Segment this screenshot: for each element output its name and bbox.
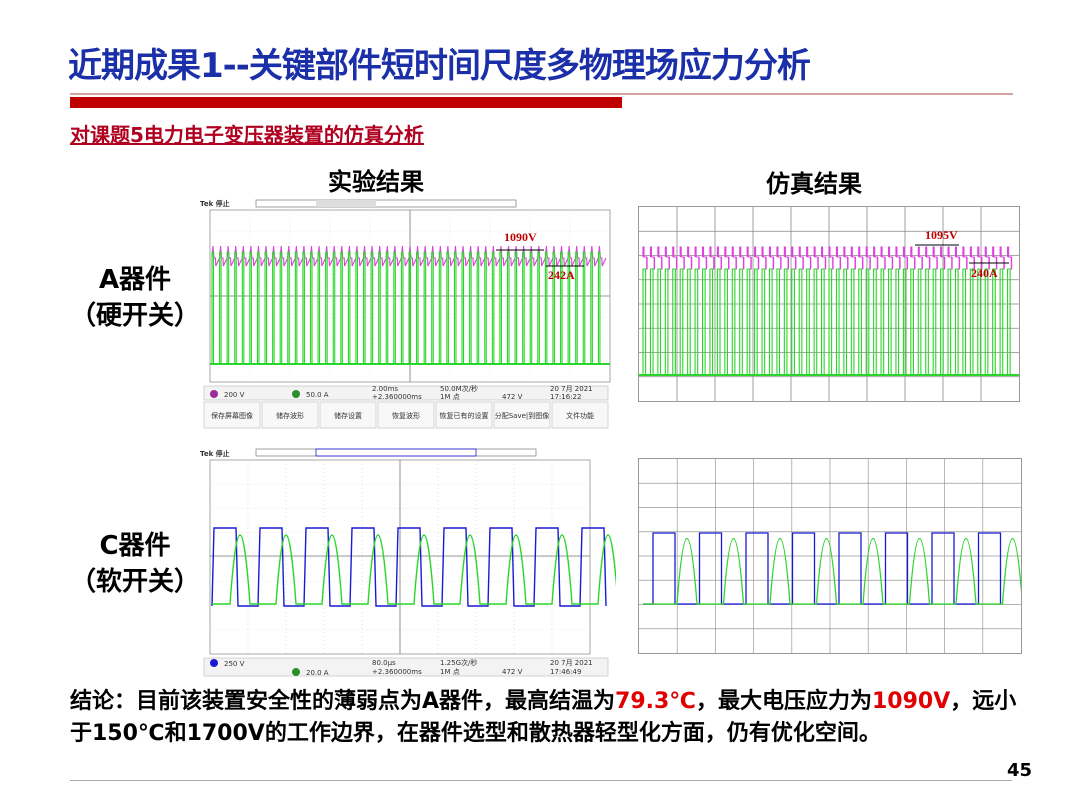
scope-a-menu-item: 恢复已有的设置 xyxy=(440,411,489,420)
slide-title: 近期成果1--关键部件短时间尺度多物理场应力分析 xyxy=(68,46,811,86)
scope-c-date: 20 7月 2021 xyxy=(550,659,593,667)
sim-a-current-label: 240A xyxy=(971,266,998,280)
sim-a-voltage-label: 1095V xyxy=(925,228,958,242)
scope-c-panel: Tek 停止 250 V 20.0 A 80.0μs +2.360000ms 1… xyxy=(196,446,619,678)
scope-a-menu-item: 储存波形 xyxy=(276,411,304,420)
scope-a-trigger: 472 V xyxy=(502,393,523,401)
scope-a-menu-item: 储存设置 xyxy=(334,411,362,420)
sim-a-panel: 1095V 240A xyxy=(638,206,1020,402)
scope-c-trigger: 472 V xyxy=(502,668,523,676)
scope-a-rate: 50.0M次/秒 xyxy=(440,384,478,393)
conclusion-temperature: 79.3℃ xyxy=(615,689,696,714)
scope-a-current-label: 242A xyxy=(548,268,575,282)
conclusion-voltage: 1090V xyxy=(871,689,951,714)
row-label-c-mode: （软开关） xyxy=(69,567,200,597)
conclusion-part1: 结论：目前该装置安全性的薄弱点为A器件，最高结温为 xyxy=(70,689,616,714)
page-number: 45 xyxy=(1007,760,1033,781)
scope-c-ch4: 20.0 A xyxy=(306,669,329,677)
title-red-bar xyxy=(70,97,622,108)
row-label-a-name: A器件 xyxy=(98,265,172,295)
scope-c-time: 17:46:49 xyxy=(550,668,581,676)
row-label-c-name: C器件 xyxy=(99,531,171,561)
scope-a-timebase: 2.00ms xyxy=(372,385,398,393)
scope-a-menu-item: 分配Save|到图像 xyxy=(495,411,550,420)
scope-a-points: 1M 点 xyxy=(440,393,460,401)
scope-c-rate: 1.25G次/秒 xyxy=(440,658,477,667)
row-label-a: A器件 （硬开关） xyxy=(60,262,210,334)
scope-a-panel: Tek 停止 1090V 242A 200 V 50.0 A 2.00ms +2… xyxy=(196,196,616,432)
conclusion-text: 结论：目前该装置安全性的薄弱点为A器件，最高结温为79.3℃，最大电压应力为10… xyxy=(70,686,1030,750)
scope-a-brand: Tek 停止 xyxy=(200,199,230,208)
simulation-header: 仿真结果 xyxy=(766,170,862,198)
title-underline xyxy=(70,93,1013,95)
scope-a-time: 17:16:22 xyxy=(550,393,581,401)
conclusion-part2: ，最大电压应力为 xyxy=(695,689,872,714)
scope-c-ch1: 250 V xyxy=(224,660,245,668)
sim-c-panel xyxy=(638,458,1024,654)
scope-c-timebase: 80.0μs xyxy=(372,659,396,667)
scope-c-points: 1M 点 xyxy=(440,668,460,676)
scope-c-offset: +2.360000ms xyxy=(372,668,422,676)
footer-rule xyxy=(70,780,1012,781)
sim-a-plot: 1095V 240A xyxy=(639,207,1019,401)
scope-a-menu-item: 保存屏幕图像 xyxy=(211,411,253,420)
scope-a-menu-item: 文件功能 xyxy=(566,411,594,420)
sim-c-plot xyxy=(639,459,1024,653)
conclusion-part3: ，远小于150℃和1700V的工作边界，在器件选型和散热器轻型化方面，仍有优化空… xyxy=(70,689,1017,746)
experiment-header: 实验结果 xyxy=(328,168,424,196)
row-label-a-mode: （硬开关） xyxy=(69,301,200,331)
row-label-c: C器件 （软开关） xyxy=(60,528,210,600)
scope-c-screen: Tek 停止 250 V 20.0 A 80.0μs +2.360000ms 1… xyxy=(200,448,619,677)
scope-a-offset: +2.360000ms xyxy=(372,393,422,401)
slide-subtitle: 对课题5电力电子变压器装置的仿真分析 xyxy=(70,123,424,147)
scope-c-brand: Tek 停止 xyxy=(200,449,230,458)
scope-a-menu-item: 恢复波形 xyxy=(392,411,420,420)
scope-a-date: 20 7月 2021 xyxy=(550,385,593,393)
scope-a-ch3: 200 V xyxy=(224,391,245,399)
scope-a-ch4: 50.0 A xyxy=(306,391,329,399)
scope-a-screen: Tek 停止 1090V 242A 200 V 50.0 A 2.00ms +2… xyxy=(200,199,611,429)
scope-a-voltage-label: 1090V xyxy=(504,230,537,244)
